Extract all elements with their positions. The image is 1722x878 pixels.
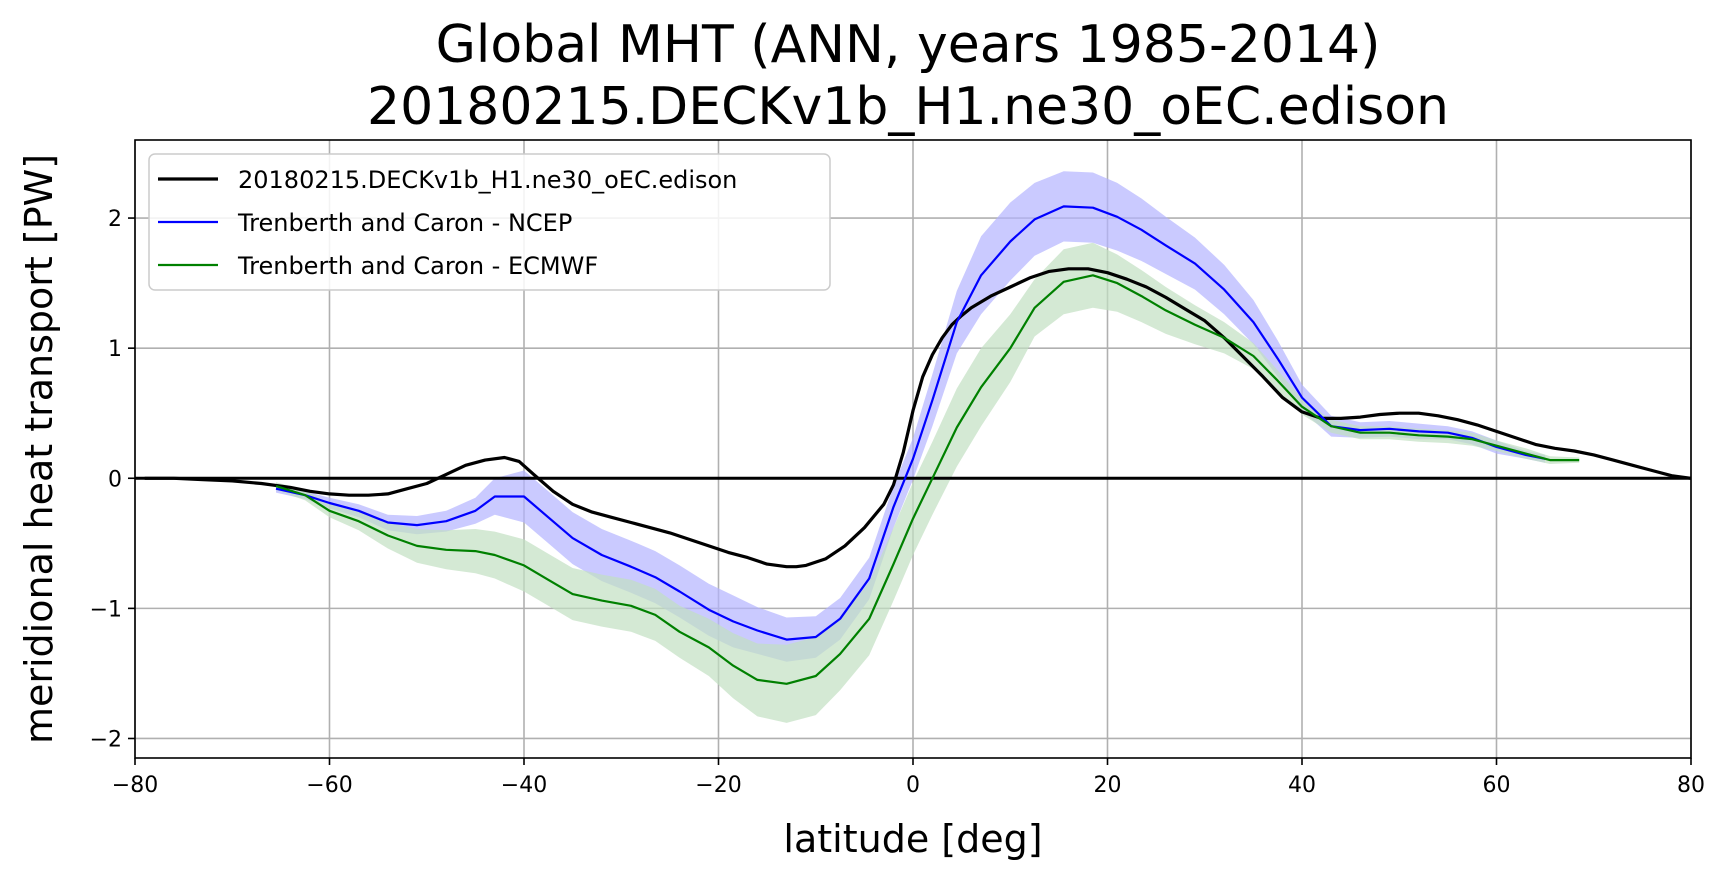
- axis-ticks: −80 −60 −40 −20 0 20 40 60 80 −2 −1 0 1 2: [90, 207, 1705, 798]
- x-tick-label: 60: [1483, 773, 1511, 798]
- y-tick-label: −2: [90, 727, 122, 752]
- x-tick-label: 40: [1288, 773, 1316, 798]
- x-tick-label: −20: [695, 773, 741, 798]
- line-trenberth-and-caron-ecmwf: [275, 274, 1580, 685]
- y-tick-label: 2: [108, 207, 122, 232]
- y-axis-label: meridional heat transport [PW]: [17, 154, 61, 744]
- x-tick-label: −80: [112, 773, 158, 798]
- band-trenberth-and-caron-ecmwf: [276, 242, 1580, 723]
- legend-label: 20180215.DECKv1b_H1.ne30_oEC.edison: [238, 166, 737, 194]
- legend-items: 20180215.DECKv1b_H1.ne30_oEC.edison Trenb…: [158, 166, 737, 280]
- x-tick-label: 80: [1677, 773, 1705, 798]
- y-tick-label: 1: [108, 337, 122, 362]
- x-axis-label: latitude [deg]: [783, 817, 1042, 861]
- legend-label: Trenberth and Caron - ECMWF: [237, 252, 598, 280]
- x-tick-label: −40: [501, 773, 547, 798]
- line-20180215-deckv1b-h1-ne30-oec-edison: [144, 267, 1692, 569]
- chart-title: Global MHT (ANN, years 1985-2014): [436, 15, 1381, 75]
- y-tick-label: −1: [90, 597, 122, 622]
- legend-box: [148, 153, 831, 291]
- x-tick-label: 0: [906, 773, 920, 798]
- series-lines: [144, 205, 1692, 685]
- x-tick-label: 20: [1094, 773, 1122, 798]
- x-tick-label: −60: [306, 773, 352, 798]
- y-tick-label: 0: [108, 467, 122, 492]
- chart-subtitle: 20180215.DECKv1b_H1.ne30_oEC.edison: [367, 77, 1449, 137]
- legend: 20180215.DECKv1b_H1.ne30_oEC.edison Trenb…: [148, 153, 831, 291]
- legend-label: Trenberth and Caron - NCEP: [237, 209, 572, 237]
